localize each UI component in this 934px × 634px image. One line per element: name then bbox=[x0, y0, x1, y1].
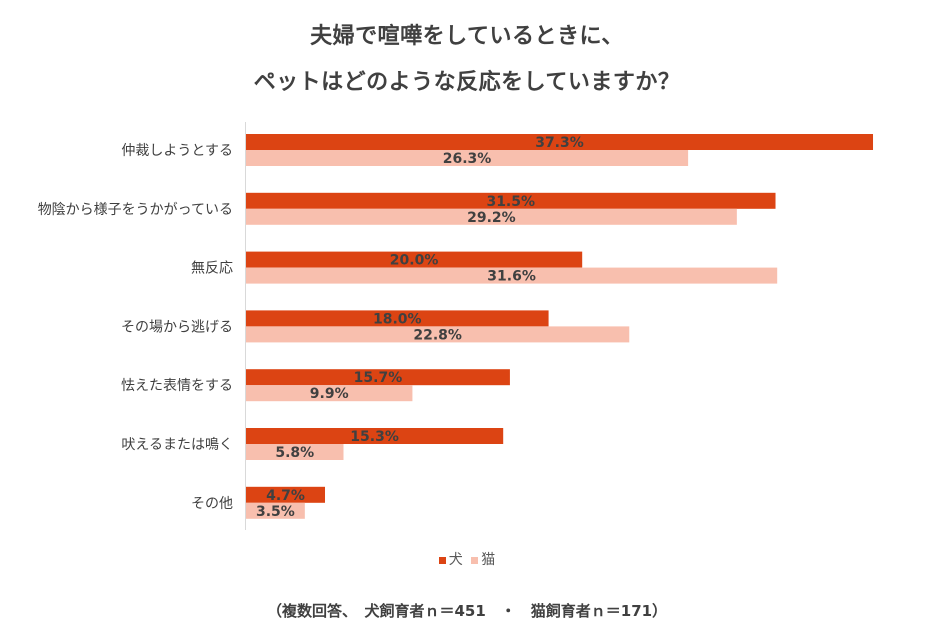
bar-cat bbox=[246, 502, 305, 519]
category-label: 無反応 bbox=[191, 261, 233, 277]
legend: 犬 猫 bbox=[0, 549, 934, 569]
legend-label-dog: 犬 bbox=[448, 552, 463, 568]
bar-dog bbox=[246, 192, 776, 209]
data-label-dog: 31.5% bbox=[486, 194, 535, 210]
bar-dog bbox=[246, 134, 874, 150]
bar-cat bbox=[246, 385, 413, 402]
category-label: 物陰から様子をうかがっている bbox=[38, 202, 233, 218]
bar-cat bbox=[246, 150, 689, 166]
data-label-cat: 31.6% bbox=[487, 269, 536, 285]
bar-dog bbox=[246, 251, 583, 268]
bar-cat bbox=[246, 208, 737, 225]
data-label-cat: 22.8% bbox=[413, 327, 462, 343]
category-label: その他 bbox=[191, 496, 233, 512]
legend-swatch-cat bbox=[471, 556, 479, 564]
bar-cat bbox=[246, 326, 630, 343]
footnote: （複数回答、 犬飼育者ｎ＝451 ・ 猫飼育者ｎ＝171） bbox=[266, 602, 668, 620]
legend-label-cat: 猫 bbox=[481, 552, 496, 568]
bar-dog bbox=[246, 428, 504, 444]
data-label-dog: 4.7% bbox=[266, 488, 305, 504]
legend-item-cat: 猫 bbox=[471, 549, 495, 569]
data-label-dog: 15.3% bbox=[350, 429, 399, 445]
legend-item-dog: 犬 bbox=[438, 549, 463, 569]
data-label-cat: 29.2% bbox=[467, 210, 516, 226]
data-label-cat: 9.9% bbox=[310, 386, 349, 402]
data-label-dog: 18.0% bbox=[373, 311, 422, 327]
data-label-dog: 37.3% bbox=[535, 135, 584, 151]
bar-dog bbox=[246, 486, 326, 503]
chart-title-line2: ペットはどのような反応をしていますか？ bbox=[253, 70, 681, 95]
data-label-cat: 5.8% bbox=[275, 445, 314, 461]
category-label: 吠えるまたは鳴く bbox=[121, 437, 233, 453]
category-label: 仲裁しようとする bbox=[121, 143, 233, 159]
bar-cat bbox=[246, 444, 344, 460]
bar-cat bbox=[246, 267, 778, 284]
category-label: 怯えた表情をする bbox=[121, 378, 233, 394]
bar-dog bbox=[246, 369, 510, 386]
data-label-dog: 15.7% bbox=[354, 370, 403, 386]
data-label-cat: 26.3% bbox=[443, 151, 492, 167]
data-label-dog: 20.0% bbox=[390, 253, 439, 269]
chart-title-line1: 夫婦で喧嘩をしているときに、 bbox=[310, 24, 624, 49]
category-label: その場から逃げる bbox=[121, 319, 233, 335]
bar-dog bbox=[246, 310, 549, 327]
data-label-cat: 3.5% bbox=[256, 504, 295, 520]
legend-swatch-dog bbox=[438, 556, 446, 564]
